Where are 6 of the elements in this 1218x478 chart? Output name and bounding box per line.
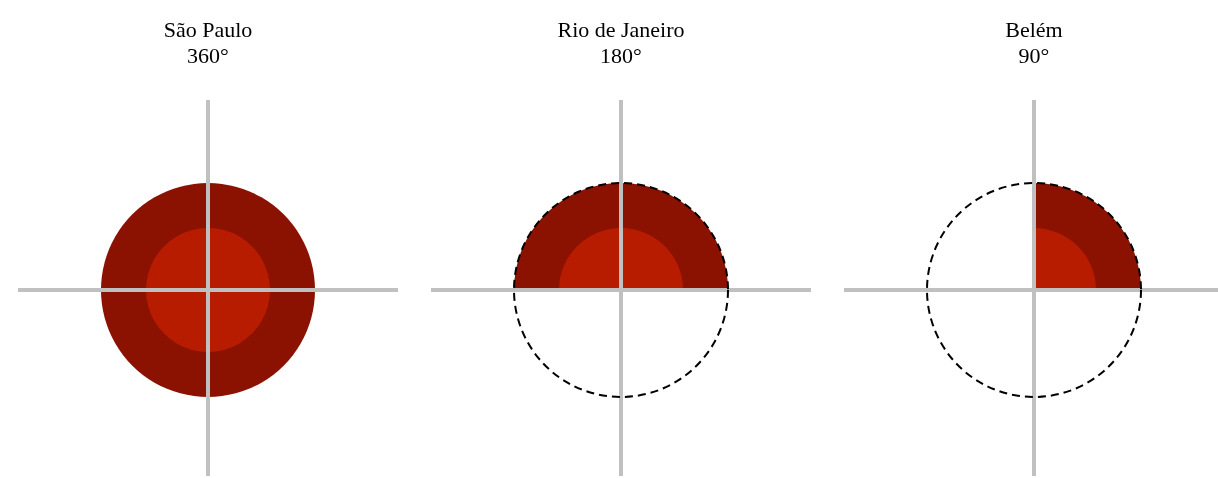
text: Rio de Janeiro: [557, 16, 685, 42]
data-label: 90°: [1018, 42, 1050, 68]
text: São Paulo: [163, 16, 253, 42]
text: Belém: [1005, 16, 1063, 42]
data-label: 360°: [187, 42, 229, 68]
data-label: 180°: [600, 42, 642, 68]
